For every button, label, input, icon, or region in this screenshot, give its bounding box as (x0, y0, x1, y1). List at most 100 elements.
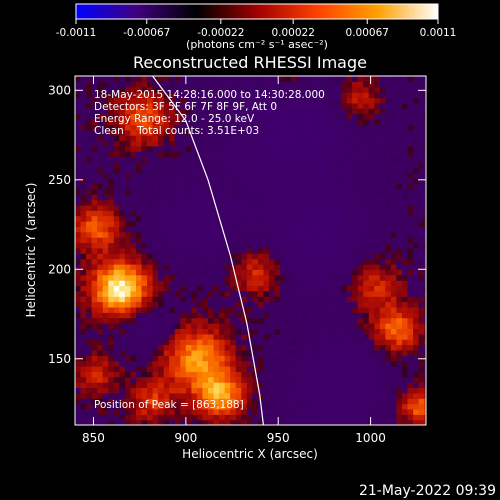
heatmap-cell (158, 274, 165, 281)
heatmap-cell (158, 108, 165, 115)
heatmap-cell (141, 333, 148, 340)
heatmap-cell (368, 387, 375, 394)
heatmap-cell (302, 285, 309, 292)
heatmap-cell (119, 119, 126, 125)
heatmap-cell (385, 312, 392, 319)
heatmap-cell (113, 231, 120, 238)
heatmap-cell (307, 81, 314, 88)
heatmap-cell (418, 161, 425, 168)
heatmap-cell (413, 360, 420, 367)
heatmap-cell (368, 161, 375, 168)
heatmap-cell (152, 285, 159, 292)
heatmap-cell (352, 306, 359, 313)
heatmap-cell (274, 317, 281, 324)
heatmap-cell (235, 263, 242, 270)
heatmap-cell (174, 81, 181, 88)
heatmap-cell (124, 387, 131, 394)
heatmap-cell (213, 172, 220, 179)
heatmap-cell (307, 317, 314, 324)
heatmap-cell (269, 419, 276, 425)
heatmap-cell (174, 285, 181, 292)
heatmap-cell (246, 76, 253, 82)
heatmap-cell (102, 376, 109, 383)
heatmap-cell (368, 199, 375, 206)
heatmap-cell (374, 124, 381, 131)
heatmap-cell (363, 323, 370, 329)
heatmap-cell (86, 301, 93, 308)
heatmap-cell (374, 151, 381, 158)
heatmap-cell (141, 231, 148, 238)
heatmap-cell (307, 102, 314, 109)
heatmap-cell (385, 290, 392, 297)
heatmap-cell (75, 226, 82, 233)
heatmap-cell (324, 258, 331, 265)
heatmap-cell (402, 306, 409, 313)
heatmap-cell (196, 355, 203, 362)
heatmap-cell (152, 317, 159, 324)
heatmap-cell (318, 317, 325, 324)
heatmap-cell (169, 376, 176, 383)
heatmap-cell (141, 414, 148, 421)
heatmap-cell (291, 183, 298, 190)
heatmap-cell (147, 360, 154, 367)
heatmap-cell (152, 253, 159, 260)
heatmap-cell (274, 280, 281, 286)
heatmap-cell (363, 371, 370, 378)
heatmap-cell (113, 135, 120, 142)
heatmap-cell (357, 355, 364, 362)
heatmap-cell (208, 403, 215, 410)
heatmap-cell (224, 172, 231, 179)
heatmap-cell (318, 135, 325, 142)
heatmap-cell (185, 280, 192, 286)
heatmap-cell (230, 221, 237, 227)
heatmap-cell (269, 344, 276, 351)
heatmap-cell (324, 204, 331, 211)
heatmap-cell (418, 328, 425, 335)
heatmap-cell (363, 92, 370, 99)
heatmap-cell (185, 156, 192, 163)
heatmap-cell (185, 199, 192, 206)
heatmap-cell (97, 269, 104, 276)
heatmap-cell (318, 172, 325, 179)
heatmap-cell (213, 119, 220, 125)
heatmap-cell (280, 419, 287, 425)
heatmap-cell (202, 419, 209, 425)
heatmap-cell (285, 376, 292, 383)
heatmap-cell (80, 328, 87, 335)
heatmap-cell (296, 221, 303, 227)
heatmap-cell (191, 355, 198, 362)
heatmap-cell (346, 317, 353, 324)
heatmap-cell (219, 392, 226, 399)
heatmap-cell (108, 183, 115, 190)
heatmap-cell (80, 135, 87, 142)
heatmap-cell (424, 414, 426, 421)
heatmap-cell (368, 76, 375, 82)
heatmap-cell (180, 290, 187, 297)
heatmap-cell (147, 414, 154, 421)
heatmap-cell (119, 97, 126, 104)
heatmap-cell (379, 178, 386, 184)
heatmap-cell (191, 119, 198, 125)
heatmap-cell (263, 156, 270, 163)
heatmap-cell (274, 403, 281, 410)
heatmap-cell (196, 290, 203, 297)
heatmap-cell (385, 263, 392, 270)
heatmap-cell (185, 237, 192, 244)
heatmap-cell (274, 86, 281, 93)
heatmap-cell (108, 97, 115, 104)
heatmap-cell (113, 140, 120, 147)
heatmap-cell (252, 92, 259, 99)
heatmap-cell (169, 210, 176, 217)
heatmap-cell (147, 119, 154, 125)
heatmap-cell (208, 247, 215, 254)
heatmap-cell (180, 156, 187, 163)
heatmap-cell (108, 140, 115, 147)
heatmap-cell (385, 129, 392, 136)
heatmap-cell (75, 242, 82, 249)
heatmap-cell (108, 344, 115, 351)
heatmap-cell (213, 387, 220, 394)
heatmap-cell (108, 263, 115, 270)
heatmap-cell (396, 204, 403, 211)
heatmap-cell (424, 102, 426, 109)
heatmap-cell (396, 408, 403, 415)
